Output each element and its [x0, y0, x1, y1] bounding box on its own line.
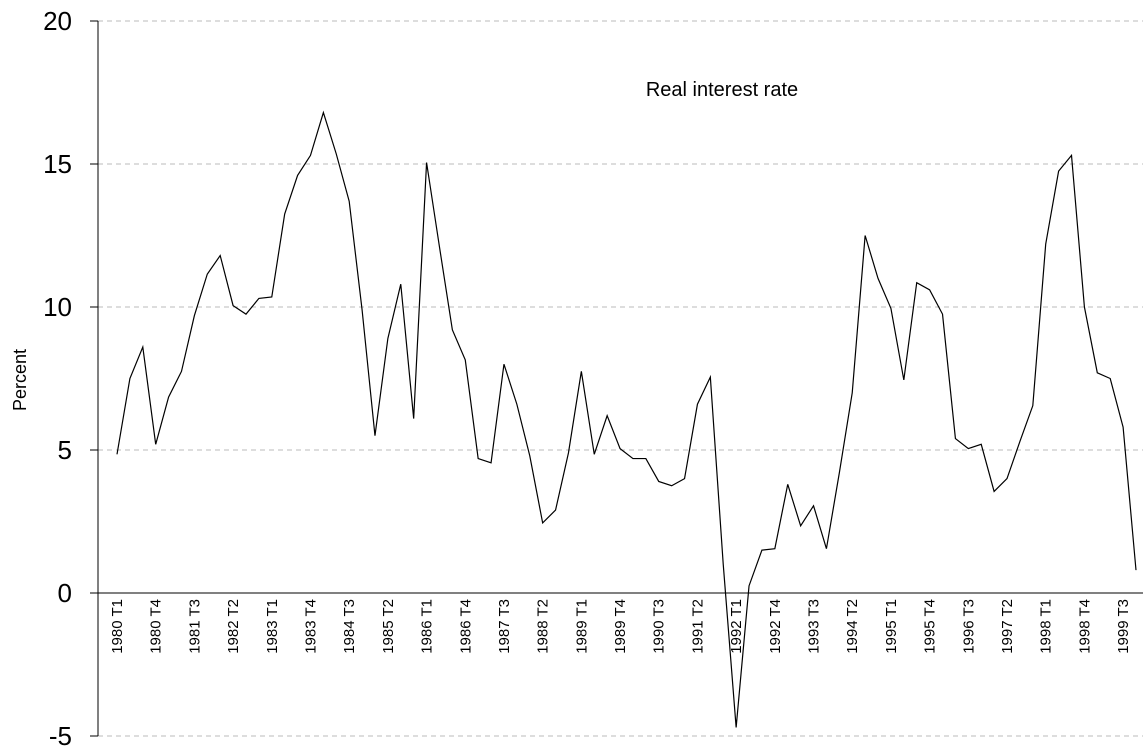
y-tick-label: 15: [43, 149, 72, 179]
x-tick-label: 1986 T1: [419, 599, 436, 654]
x-tick-label: 1996 T3: [960, 599, 977, 654]
x-tick-label: 1988 T2: [535, 599, 552, 654]
x-tick-label: 1983 T4: [302, 599, 319, 654]
y-tick-label: 20: [43, 6, 72, 36]
x-tick-label: 1993 T3: [806, 599, 823, 654]
x-tick-label: 1990 T3: [651, 599, 668, 654]
x-tick-label: 1989 T4: [612, 599, 629, 654]
x-tick-label: 1980 T4: [148, 599, 165, 654]
x-tick-label: 1980 T1: [109, 599, 126, 654]
x-tick-label: 1991 T2: [689, 599, 706, 654]
x-tick-label: 1995 T4: [922, 599, 939, 654]
y-tick-label: 10: [43, 292, 72, 322]
x-tick-label: 1994 T2: [844, 599, 861, 654]
y-tick-label: 0: [58, 578, 72, 608]
data-line: [116, 110, 1137, 728]
x-tick-label: 1998 T1: [1038, 599, 1055, 654]
x-tick-label: 1992 T4: [767, 599, 784, 654]
x-tick-label: 1986 T4: [457, 599, 474, 654]
x-tick-label: 1983 T1: [264, 599, 281, 654]
x-tick-label: 1987 T3: [496, 599, 513, 654]
y-axis-label: Percent: [10, 349, 30, 411]
x-tick-label: 1984 T3: [341, 599, 358, 654]
x-tick-label: 1992 T1: [728, 599, 745, 654]
x-tick-label: 1982 T2: [225, 599, 242, 654]
x-tick-label: 1989 T1: [573, 599, 590, 654]
annotation: Real interest rate: [646, 79, 798, 101]
y-tick-label: -5: [49, 721, 72, 751]
x-tick-label: 1995 T1: [883, 599, 900, 654]
x-tick-label: 1998 T4: [1076, 599, 1093, 654]
x-tick-label: 1997 T2: [999, 599, 1016, 654]
x-tick-label: 1981 T3: [186, 599, 203, 654]
x-tick-label: 1985 T2: [380, 599, 397, 654]
x-tick-label: 1999 T3: [1115, 599, 1132, 654]
y-tick-label: 5: [58, 435, 72, 465]
